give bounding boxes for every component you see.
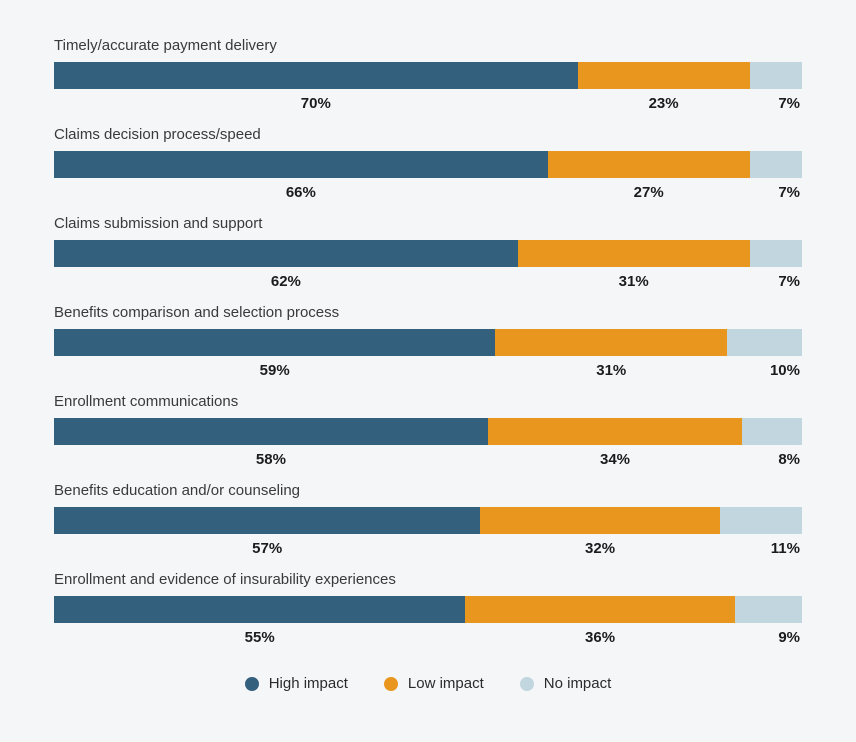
value-label-no-impact: 7% [778, 273, 800, 290]
value-label-low-impact: 31% [618, 273, 649, 290]
value-label-no-impact: 8% [778, 451, 800, 468]
bar-segment-low-impact [495, 329, 728, 356]
stacked-bar [54, 507, 802, 534]
value-label-low-impact: 23% [648, 95, 679, 112]
stacked-bar [54, 62, 802, 89]
stacked-bar [54, 240, 802, 267]
chart-row: Enrollment communications 58% 34% 8% [54, 392, 802, 468]
value-label-no-impact: 10% [769, 362, 800, 379]
legend-label: No impact [543, 675, 612, 692]
bar-segment-high-impact [54, 151, 548, 178]
value-label-low-impact: 27% [633, 184, 664, 201]
bar-segment-high-impact [54, 507, 481, 534]
category-label: Claims decision process/speed [54, 126, 261, 143]
chart-row: Claims decision process/speed 66% 27% 7% [54, 125, 802, 201]
category-label: Enrollment and evidence of insurability … [54, 571, 396, 588]
value-label-low-impact: 32% [585, 540, 616, 557]
bar-segment-high-impact [54, 329, 496, 356]
bar-segment-high-impact [54, 418, 488, 445]
value-label-high-impact: 58% [255, 451, 286, 468]
value-label-high-impact: 55% [244, 629, 275, 646]
bar-segment-no-impact [742, 418, 802, 445]
chart-row: Benefits education and/or counseling 57% 3… [54, 481, 802, 557]
legend-item-high-impact: High impact [244, 674, 348, 694]
value-label-high-impact: 57% [252, 540, 283, 557]
legend-dot-icon [383, 677, 398, 691]
stacked-bar [54, 418, 802, 445]
value-label-no-impact: 7% [778, 95, 800, 112]
value-labels: 57% 32% 11% [54, 541, 802, 557]
legend-item-low-impact: Low impact [383, 674, 484, 694]
stacked-bar [54, 329, 802, 356]
value-label-high-impact: 62% [270, 273, 301, 290]
value-label-low-impact: 31% [596, 362, 627, 379]
chart-row: Benefits comparison and selection proces… [54, 303, 802, 379]
legend-label: Low impact [407, 675, 484, 692]
value-label-no-impact: 11% [770, 540, 800, 557]
chart-row: Claims submission and support 62% 31% 7% [54, 214, 802, 290]
legend-dot-icon [519, 677, 534, 691]
value-labels: 66% 27% 7% [54, 185, 802, 201]
bar-segment-low-impact [547, 151, 750, 178]
category-label: Claims submission and support [54, 215, 263, 232]
bar-segment-low-impact [577, 62, 750, 89]
bar-segment-no-impact [734, 596, 802, 623]
legend-dot-icon [244, 677, 259, 691]
chart-row: Enrollment and evidence of insurability … [54, 570, 802, 646]
category-label: Timely/accurate payment delivery [54, 37, 277, 54]
stacked-bar [54, 151, 802, 178]
value-label-high-impact: 70% [300, 95, 331, 112]
bar-segment-low-impact [465, 596, 735, 623]
value-label-high-impact: 59% [259, 362, 290, 379]
value-labels: 70% 23% 7% [54, 96, 802, 112]
bar-segment-no-impact [727, 329, 802, 356]
category-label: Enrollment communications [54, 393, 239, 410]
bar-segment-no-impact [749, 151, 802, 178]
bar-segment-high-impact [54, 240, 518, 267]
legend-item-no-impact: No impact [519, 674, 612, 694]
legend-label: High impact [268, 675, 348, 692]
category-label: Benefits comparison and selection proces… [54, 304, 340, 321]
value-labels: 55% 36% 9% [54, 630, 802, 646]
bar-segment-no-impact [749, 62, 802, 89]
bar-segment-high-impact [54, 62, 578, 89]
value-labels: 58% 34% 8% [54, 452, 802, 468]
value-labels: 62% 31% 7% [54, 274, 802, 290]
value-label-no-impact: 9% [778, 629, 800, 646]
bar-segment-low-impact [487, 418, 743, 445]
category-label: Benefits education and/or counseling [54, 482, 301, 499]
stacked-bar [54, 596, 802, 623]
value-label-low-impact: 34% [599, 451, 631, 468]
bar-segment-high-impact [54, 596, 466, 623]
value-label-low-impact: 36% [585, 629, 616, 646]
value-label-no-impact: 7% [778, 184, 800, 201]
bar-segment-no-impact [749, 240, 802, 267]
value-label-high-impact: 66% [285, 184, 316, 201]
bar-segment-low-impact [517, 240, 750, 267]
stacked-bar-chart: Timely/accurate payment delivery 70% 23% 7%… [54, 36, 802, 646]
chart-legend: High impact Low impact No impact [54, 674, 802, 694]
value-labels: 59% 31% 10% [54, 363, 802, 379]
chart-row: Timely/accurate payment delivery 70% 23% 7% [54, 36, 802, 112]
bar-segment-no-impact [719, 507, 802, 534]
bar-segment-low-impact [480, 507, 720, 534]
